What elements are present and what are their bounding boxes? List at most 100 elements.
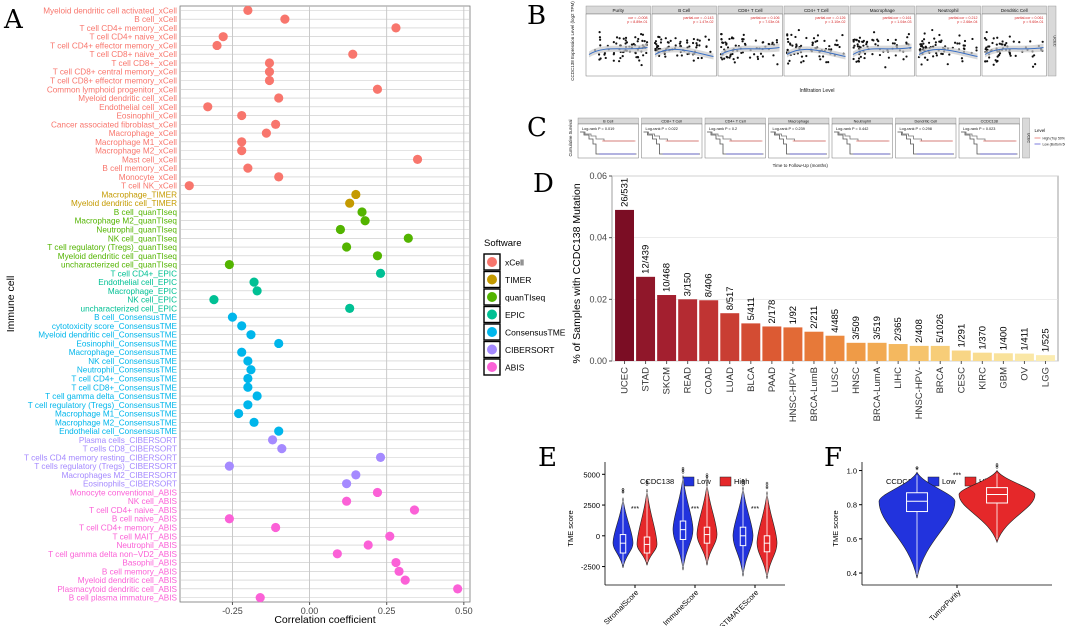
scatter-dot: [1012, 40, 1015, 43]
violin-body: [672, 475, 694, 571]
scatter-dot: [962, 44, 965, 47]
scatter-dot: [795, 43, 798, 46]
scatter-dot: [720, 56, 723, 59]
legend-label: Low: [697, 477, 711, 486]
scatter-dot: [618, 60, 621, 63]
y-tick-label: T cell gamma delta non−VD2_ABIS: [48, 550, 177, 559]
loess-line: [588, 47, 648, 55]
y-tick-label: T cell gamma delta_ConsensusTME: [45, 392, 177, 401]
legend-title: Software: [484, 238, 522, 249]
legend-swatch: [487, 327, 497, 337]
scatter-dot: [692, 37, 695, 41]
scatter-dot: [612, 51, 616, 55]
legend-label: xCell: [505, 258, 524, 268]
scatter-dot: [635, 56, 638, 59]
scatter-dot: [802, 60, 805, 63]
loess-line: [654, 48, 714, 57]
data-point: [184, 181, 194, 191]
y-tick-label: 5000: [583, 470, 600, 479]
data-point: [277, 444, 287, 454]
scatter-dot: [865, 41, 868, 44]
y-tick-label: B cell_xCell: [134, 15, 177, 24]
scatter-dot: [838, 45, 841, 49]
logrank-stat: Log-rank P = 0.022: [646, 127, 678, 131]
scatter-dot: [905, 41, 908, 44]
scatter-dot: [921, 39, 924, 43]
legend-label: CIBERSORT: [505, 345, 554, 355]
scatter-dot: [1001, 40, 1004, 43]
scatter-dot: [862, 44, 865, 47]
y-tick-label: Monocyte_xCell: [119, 173, 177, 182]
legend-title: Level: [1035, 128, 1046, 133]
scatter-dot: [836, 43, 839, 47]
panel-letter-d: D: [533, 169, 554, 199]
data-point: [249, 277, 259, 287]
scatter-dot: [729, 54, 732, 58]
logrank-stat: Log-rank P = 0.442: [836, 127, 868, 131]
x-tick-label: GBM: [998, 367, 1009, 389]
x-tick-label: ImmuneScore: [661, 588, 700, 626]
scatter-dot: [878, 53, 882, 57]
data-point: [409, 505, 420, 515]
scatter-dot: [920, 63, 923, 66]
scatter-dot: [669, 39, 672, 42]
data-point: [403, 233, 413, 243]
scatter-dot: [772, 54, 775, 57]
y-tick-label: NK cell_quanTIseq: [108, 234, 178, 243]
bar: [657, 295, 677, 361]
bar: [615, 209, 634, 361]
y-tick-label: Basophil_ABIS: [122, 559, 177, 568]
bar-data-label: 2/408: [914, 319, 925, 343]
scatter-dot: [858, 36, 862, 39]
bar: [720, 313, 740, 361]
scatter-dot: [709, 50, 712, 53]
scatter-dot: [640, 63, 643, 67]
x-tick-label: 0.25: [378, 606, 396, 616]
scatter-dot: [725, 55, 728, 58]
scatter-dot: [855, 60, 858, 63]
scatter-dot: [998, 42, 1001, 45]
scatter-dot: [874, 43, 877, 46]
scatter-dot: [985, 30, 988, 34]
scatter-dot: [797, 28, 800, 32]
data-point: [412, 154, 423, 164]
y-tick-label: T cell CD8+_xCell: [111, 59, 177, 68]
data-point: [243, 382, 253, 392]
scatter-dot: [991, 41, 994, 45]
scatter-dot: [597, 53, 601, 56]
y-tick-label: Macrophage M2_quanTIseq: [75, 217, 178, 226]
scatter-dot: [599, 44, 602, 47]
facet-title: Macrophage: [788, 120, 809, 124]
scatter-dot: [753, 53, 756, 56]
scatter-dot: [676, 54, 679, 57]
y-tick-label: Myeloid dendritic cell_ABIS: [78, 576, 178, 585]
scatter-dot: [816, 39, 819, 43]
scatter-dot: [852, 40, 855, 43]
scatter-dot: [933, 37, 936, 40]
data-point: [274, 93, 284, 103]
y-tick-label: Macrophage_TIMER: [101, 190, 177, 199]
scatter-dot: [664, 37, 667, 40]
x-tick-label: -0.25: [222, 606, 243, 616]
y-tick-label: B cell_ConsensusTME: [94, 313, 177, 322]
data-point: [372, 251, 383, 261]
bar-data-label: 1/291: [956, 324, 967, 348]
data-point: [255, 593, 265, 603]
scatter-dot: [643, 40, 646, 43]
data-point: [372, 84, 383, 94]
loess-line: [984, 47, 1044, 55]
scatter-dot: [624, 42, 627, 45]
facet-title: B Cell: [678, 8, 690, 13]
data-point: [348, 49, 358, 59]
y-tick-label: NK cell_ConsensusTME: [88, 357, 177, 366]
legend-label: High: [734, 477, 749, 486]
scatter-dot: [988, 56, 991, 59]
scatter-dot: [971, 37, 974, 41]
scatter-dot: [742, 33, 745, 37]
scatter-dot: [891, 42, 895, 45]
y-tick-label: Plasma cells_CIBERSORT: [79, 436, 177, 445]
scatter-dot: [686, 41, 689, 44]
x-tick-label: SKCM: [662, 367, 673, 395]
facet-title: Dendritic Cell: [1001, 8, 1028, 13]
scatter-dot: [754, 39, 757, 42]
